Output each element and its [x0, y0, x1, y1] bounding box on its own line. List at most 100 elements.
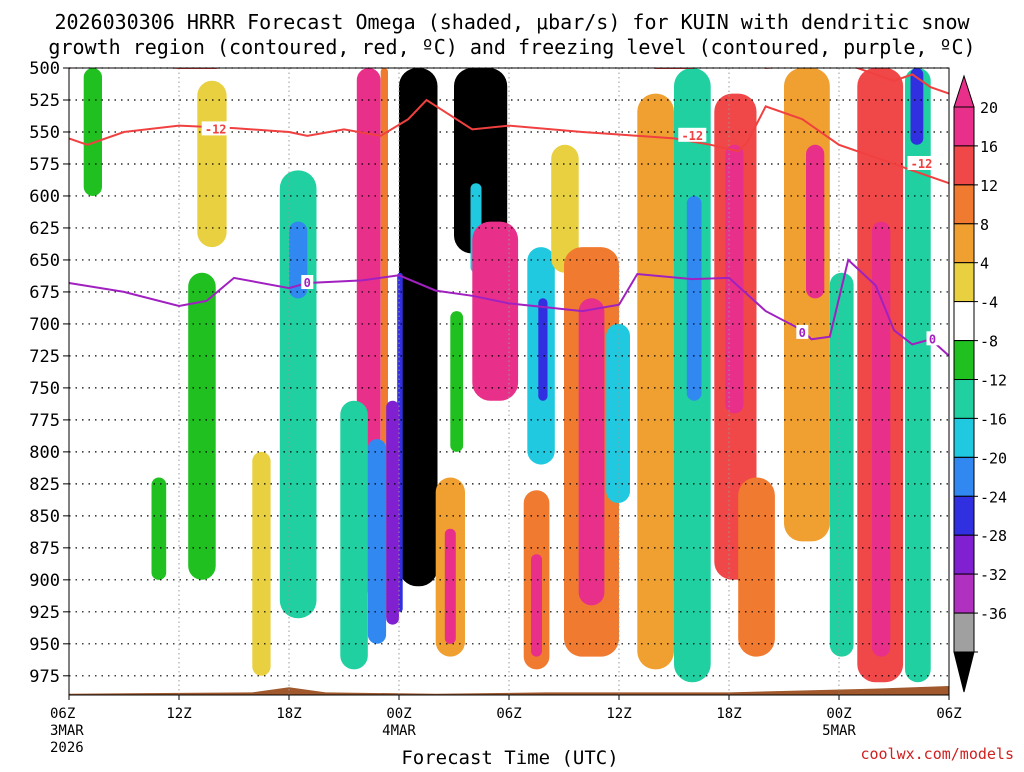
contour-label-bg: [201, 121, 230, 136]
colorbar-swatch: [953, 106, 975, 147]
contour-label: -12: [205, 122, 227, 136]
y-tick-label: 800: [29, 443, 60, 463]
terrain-layer: [69, 686, 949, 695]
y-tick-label: 775: [29, 411, 60, 431]
contour-label: -12: [681, 129, 703, 143]
colorbar-swatch: [953, 456, 975, 497]
omega-cell: [578, 298, 605, 606]
contour-label: 0: [799, 326, 806, 340]
contour-label-bg: [926, 331, 939, 346]
chart-title-line2: growth region (contoured, red, ºC) and f…: [48, 35, 975, 59]
colorbar-swatch: [953, 145, 975, 186]
omega-cell: [637, 93, 674, 670]
y-tick-label: 750: [29, 379, 60, 399]
omega-cell: [784, 68, 830, 542]
colorbar-label: -16: [980, 410, 1007, 428]
y-tick-label: 725: [29, 347, 60, 367]
colorbar-swatch: [953, 340, 975, 381]
dgz-top-contour-line: [69, 68, 949, 95]
credit-link[interactable]: coolwx.com/models: [860, 745, 1014, 763]
contour-label-bg: [796, 324, 809, 339]
colorbar-label: -8: [980, 333, 998, 351]
x-date-label: 3MAR: [50, 723, 84, 739]
x-tick-label: 06Z: [50, 706, 75, 722]
x-tick-label: 06Z: [936, 706, 961, 722]
omega-cell: [538, 298, 548, 401]
omega-cell: [454, 68, 508, 254]
omega-cell: [386, 400, 399, 625]
x-tick-label: 00Z: [386, 706, 411, 722]
colorbar-label: -12: [980, 372, 1007, 390]
colorbar-over-triangle: [953, 74, 975, 108]
colorbar-swatch: [953, 262, 975, 303]
colorbar-under-triangle: [953, 651, 975, 693]
x-tick-label: 06Z: [496, 706, 521, 722]
y-tick-label: 600: [29, 187, 60, 207]
colorbar-swatch: [953, 534, 975, 575]
contour-label: -12: [911, 157, 933, 171]
colorbar: 20 16 12 8 4 -4 -8 -12 -16 -20 -24 -28 -32 -36: [953, 74, 1007, 693]
omega-cell: [197, 80, 227, 248]
x-tick-label: 12Z: [166, 706, 191, 722]
omega-cell: [399, 68, 438, 587]
colorbar-label: -24: [980, 488, 1007, 506]
colorbar-label: -36: [980, 605, 1007, 623]
chart-title-line1: 2026030306 HRRR Forecast Omega (shaded, …: [54, 10, 970, 34]
contour-label-bg: [678, 127, 707, 142]
omega-cell: [481, 259, 497, 376]
y-tick-label: 950: [29, 635, 60, 655]
omega-cell: [686, 196, 702, 401]
colorbar-label: -4: [980, 294, 998, 312]
x-tick-label: 12Z: [606, 706, 631, 722]
omega-cell: [367, 439, 387, 644]
omega-cell: [531, 554, 542, 657]
dgz-contour-line: [69, 98, 949, 185]
y-tick-label: 975: [29, 667, 60, 687]
colorbar-label: 16: [980, 138, 998, 156]
colorbar-swatch: [953, 184, 975, 225]
x-tick-label: 18Z: [716, 706, 741, 722]
omega-cell: [829, 272, 854, 657]
contour-label-bg: [907, 156, 936, 170]
omega-cell: [188, 272, 216, 580]
colorbar-label: 8: [980, 216, 989, 234]
omega-cell: [151, 477, 167, 580]
colorbar-swatch: [953, 379, 975, 419]
y-tick-label: 575: [29, 155, 60, 175]
y-tick-label: 825: [29, 475, 60, 495]
colorbar-swatch: [953, 223, 975, 264]
y-axis: 500 525 550 575 600 625 650 675 700 725 750 775 800 8…: [29, 59, 69, 687]
y-tick-label: 500: [29, 59, 60, 79]
x-date-label: 5MAR: [822, 723, 856, 739]
omega-cell: [905, 68, 931, 683]
x-year-label: 2026: [50, 740, 84, 756]
colorbar-label: -28: [980, 527, 1007, 545]
x-tick-label: 18Z: [276, 706, 301, 722]
colorbar-swatch: [953, 573, 975, 614]
colorbar-swatch: [953, 612, 975, 653]
y-tick-label: 550: [29, 123, 60, 143]
omega-cell: [551, 144, 579, 273]
terrain-fill: [69, 686, 949, 695]
x-axis-title: Forecast Time (UTC): [401, 747, 618, 768]
contour-label: 0: [929, 332, 936, 346]
omega-shading: [83, 68, 931, 683]
omega-cell: [450, 311, 464, 452]
omega-cell: [725, 144, 744, 414]
colorbar-swatch: [953, 495, 975, 536]
colorbar-label: -32: [980, 566, 1007, 584]
contour-layer: -12 -12 -12 0 0 0: [69, 68, 949, 357]
y-tick-label: 900: [29, 571, 60, 591]
freezing-level-line: [69, 258, 949, 357]
omega-cell: [606, 323, 630, 503]
omega-cell: [806, 144, 825, 299]
y-tick-label: 525: [29, 91, 60, 111]
y-tick-label: 675: [29, 283, 60, 303]
omega-cell: [444, 528, 456, 644]
y-tick-label: 850: [29, 507, 60, 527]
colorbar-swatch: [953, 301, 975, 342]
y-tick-label: 700: [29, 315, 60, 335]
